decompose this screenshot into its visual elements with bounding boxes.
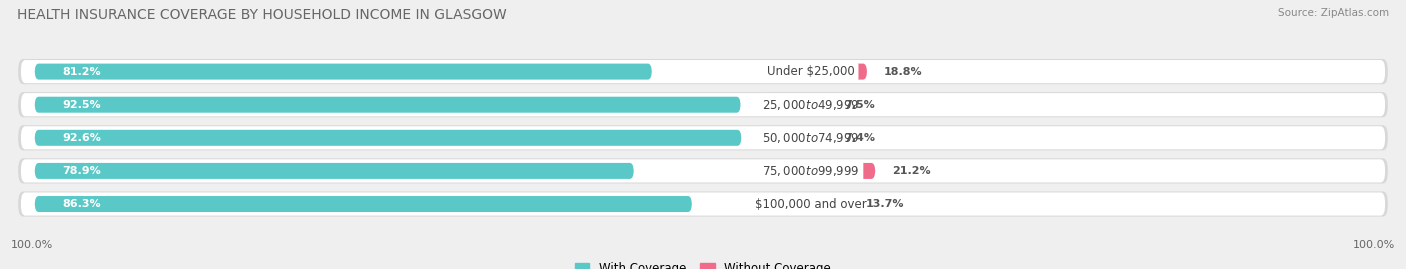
FancyBboxPatch shape (18, 192, 1388, 217)
FancyBboxPatch shape (21, 192, 1385, 216)
Text: 86.3%: 86.3% (62, 199, 101, 209)
FancyBboxPatch shape (18, 158, 1388, 183)
FancyBboxPatch shape (18, 92, 1388, 117)
Text: 7.5%: 7.5% (845, 100, 876, 110)
FancyBboxPatch shape (18, 125, 1388, 150)
Text: HEALTH INSURANCE COVERAGE BY HOUSEHOLD INCOME IN GLASGOW: HEALTH INSURANCE COVERAGE BY HOUSEHOLD I… (17, 8, 506, 22)
Text: 92.5%: 92.5% (62, 100, 101, 110)
Text: Under $25,000: Under $25,000 (766, 65, 855, 78)
Text: 78.9%: 78.9% (62, 166, 101, 176)
FancyBboxPatch shape (803, 130, 828, 146)
Text: $100,000 and over: $100,000 and over (755, 197, 866, 211)
FancyBboxPatch shape (21, 60, 1385, 83)
Text: 18.8%: 18.8% (883, 67, 922, 77)
Text: $25,000 to $49,999: $25,000 to $49,999 (762, 98, 859, 112)
FancyBboxPatch shape (35, 163, 634, 179)
FancyBboxPatch shape (21, 159, 1385, 182)
Text: 81.2%: 81.2% (62, 67, 101, 77)
Text: Source: ZipAtlas.com: Source: ZipAtlas.com (1278, 8, 1389, 18)
FancyBboxPatch shape (21, 126, 1385, 149)
FancyBboxPatch shape (803, 163, 876, 179)
Text: $50,000 to $74,999: $50,000 to $74,999 (762, 131, 859, 145)
Legend: With Coverage, Without Coverage: With Coverage, Without Coverage (571, 258, 835, 269)
FancyBboxPatch shape (35, 196, 692, 212)
Text: 21.2%: 21.2% (891, 166, 931, 176)
Text: 92.6%: 92.6% (62, 133, 101, 143)
FancyBboxPatch shape (21, 93, 1385, 116)
FancyBboxPatch shape (35, 130, 741, 146)
FancyBboxPatch shape (35, 97, 741, 113)
Text: 100.0%: 100.0% (11, 240, 53, 250)
FancyBboxPatch shape (18, 59, 1388, 84)
FancyBboxPatch shape (35, 63, 652, 80)
FancyBboxPatch shape (803, 97, 828, 113)
FancyBboxPatch shape (803, 196, 849, 212)
FancyBboxPatch shape (803, 63, 868, 80)
Text: 7.4%: 7.4% (844, 133, 875, 143)
Text: $75,000 to $99,999: $75,000 to $99,999 (762, 164, 859, 178)
Text: 13.7%: 13.7% (866, 199, 904, 209)
Text: 100.0%: 100.0% (1353, 240, 1395, 250)
